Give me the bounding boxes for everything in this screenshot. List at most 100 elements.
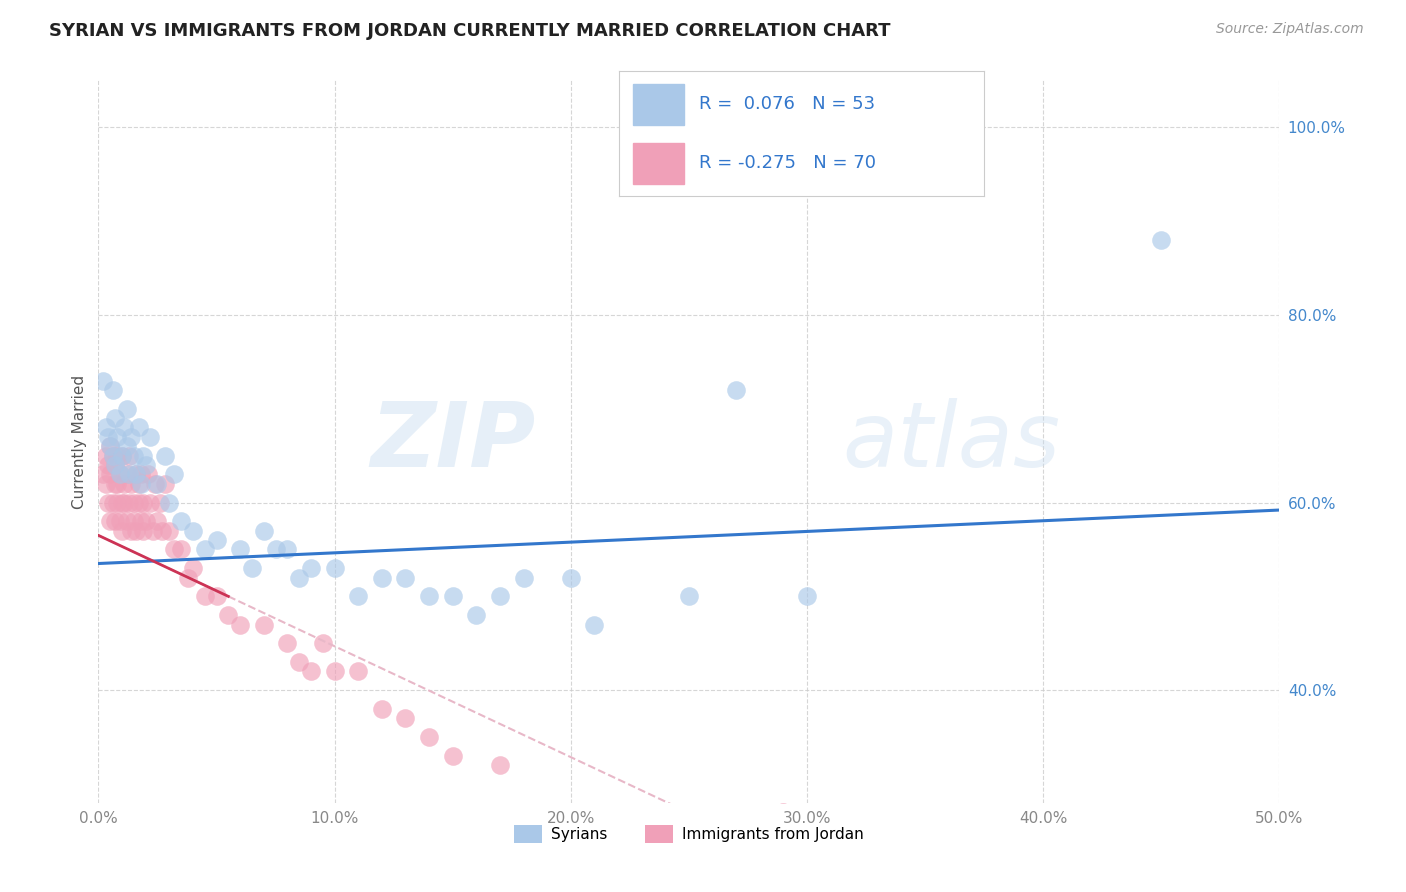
Bar [633,84,685,125]
Point [118,495,141,509]
Point [128,495,150,509]
Point [288,655,311,669]
Point [796,590,818,604]
Point [94,420,117,434]
Point [418,730,440,744]
Point [205,533,228,547]
Point [104,458,127,472]
Point [139,495,162,509]
Point [441,590,464,604]
Point [135,514,157,528]
Point [276,542,298,557]
Point [115,401,138,416]
Point [132,524,155,538]
Point [1150,233,1173,247]
Point [157,495,180,509]
Point [217,608,239,623]
Point [177,571,200,585]
Point [121,524,143,538]
Point [205,590,228,604]
Point [125,524,148,538]
Point [347,665,370,679]
Point [101,449,124,463]
Point [418,590,440,604]
Point [129,514,152,528]
Point [394,571,416,585]
Point [118,449,141,463]
Point [111,495,134,509]
Point [512,571,534,585]
Point [150,524,173,538]
Point [129,467,152,482]
Point [98,514,121,528]
Point [125,467,148,482]
Point [170,514,193,528]
Point [105,495,128,509]
Point [122,449,145,463]
Point [98,467,121,482]
Point [104,411,127,425]
Point [97,495,120,509]
Point [312,636,335,650]
Point [371,571,394,585]
Point [149,495,172,509]
Point [122,514,145,528]
Point [240,561,263,575]
Point [105,430,128,444]
Point [101,449,124,463]
Point [108,514,131,528]
Point [583,617,606,632]
Text: R =  0.076   N = 53: R = 0.076 N = 53 [699,95,875,113]
Point [153,476,176,491]
Point [153,449,176,463]
Point [394,711,416,725]
Point [104,476,127,491]
Point [465,608,488,623]
Point [143,476,166,491]
Point [163,467,186,482]
Point [91,467,114,482]
Point [229,617,252,632]
Point [108,467,131,482]
Point [560,571,582,585]
Point [142,524,165,538]
Text: ZIP: ZIP [370,398,536,485]
Point [111,449,134,463]
Point [104,458,127,472]
Text: atlas: atlas [842,398,1060,485]
Point [157,524,180,538]
Point [229,542,252,557]
Point [181,524,204,538]
Point [772,805,794,820]
Point [264,542,287,557]
Point [112,420,135,434]
Point [97,430,120,444]
Point [115,467,138,482]
Point [121,476,143,491]
Point [122,495,145,509]
Point [489,590,512,604]
Point [101,495,124,509]
Point [194,590,217,604]
Point [112,476,135,491]
Point [253,617,276,632]
Point [276,636,298,650]
Point [121,430,143,444]
Point [323,561,346,575]
Point [146,476,169,491]
Point [678,590,700,604]
Point [181,561,204,575]
Point [170,542,193,557]
Point [136,467,159,482]
Point [118,467,141,482]
Point [108,467,131,482]
Point [111,524,134,538]
Text: Source: ZipAtlas.com: Source: ZipAtlas.com [1216,22,1364,37]
Point [111,449,134,463]
Point [94,449,117,463]
Legend: Syrians, Immigrants from Jordan: Syrians, Immigrants from Jordan [508,819,870,849]
Point [105,449,128,463]
Point [115,439,138,453]
Point [105,476,128,491]
Point [139,430,162,444]
